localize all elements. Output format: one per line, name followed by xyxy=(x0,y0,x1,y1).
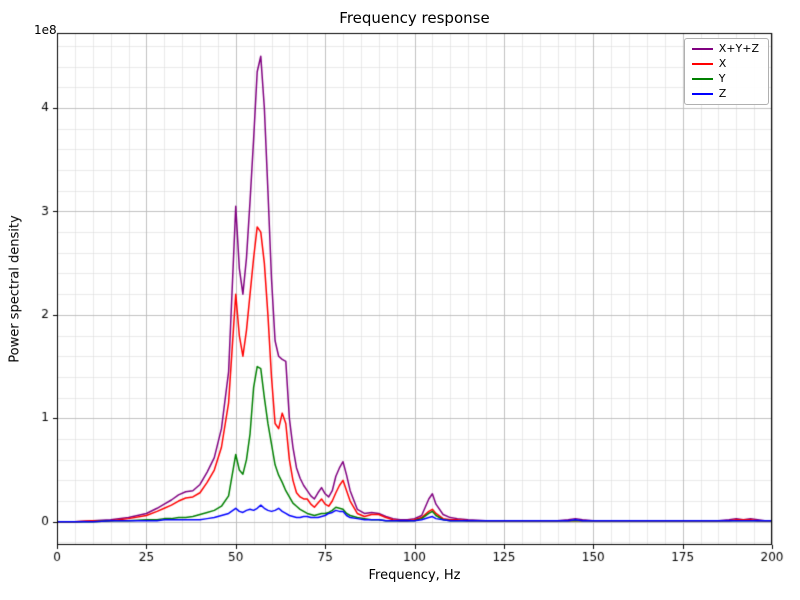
legend-item: X+Y+Z xyxy=(691,42,759,55)
legend-label: X xyxy=(718,57,727,70)
legend-item: Z xyxy=(691,87,759,100)
legend-line-swatch xyxy=(691,93,713,95)
legend-line-swatch xyxy=(691,48,713,50)
y-axis-label: Power spectral density xyxy=(7,215,23,363)
chart-title: Frequency response xyxy=(339,9,490,27)
legend-label: X+Y+Z xyxy=(718,42,759,55)
legend-line-swatch xyxy=(691,63,713,65)
legend-item: Y xyxy=(691,72,759,85)
legend-line-swatch xyxy=(691,78,713,80)
legend-label: Y xyxy=(718,72,726,85)
legend: X+Y+Z X Y Z xyxy=(683,38,769,105)
x-axis-label: Frequency, Hz xyxy=(368,568,461,583)
y-axis-offset-text: 1e8 xyxy=(34,23,57,37)
legend-label: Z xyxy=(718,87,727,100)
legend-item: X xyxy=(691,57,759,70)
